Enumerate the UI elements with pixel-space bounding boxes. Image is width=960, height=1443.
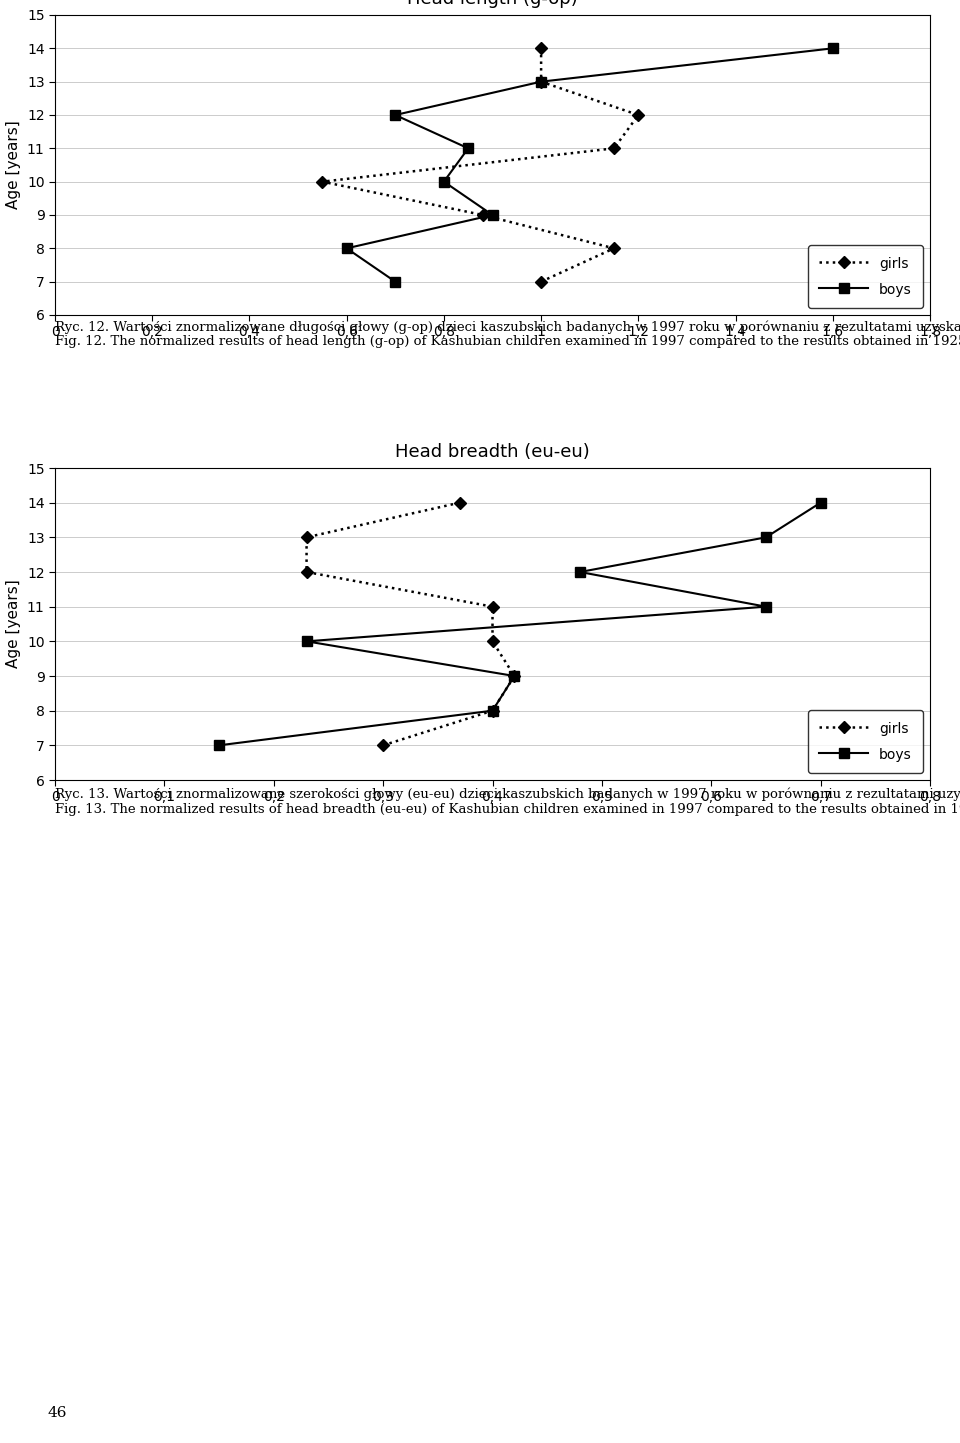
Legend: girls, boys: girls, boys bbox=[808, 710, 924, 773]
Y-axis label: Age [years]: Age [years] bbox=[7, 121, 21, 209]
Text: Ryc. 13. Wartości znormalizowane szerokości głowy (eu-eu) dzieci kaszubskich bad: Ryc. 13. Wartości znormalizowane szeroko… bbox=[55, 788, 960, 817]
Text: 46: 46 bbox=[48, 1405, 67, 1420]
Title: Head length (g-op): Head length (g-op) bbox=[407, 0, 578, 7]
Legend: girls, boys: girls, boys bbox=[808, 245, 924, 307]
Y-axis label: Age [years]: Age [years] bbox=[7, 580, 21, 668]
Text: Ryc. 12. Wartości znormalizowane długości głowy (g-op) dzieci kaszubskich badany: Ryc. 12. Wartości znormalizowane długośc… bbox=[55, 320, 960, 349]
Title: Head breadth (eu-eu): Head breadth (eu-eu) bbox=[396, 443, 589, 460]
